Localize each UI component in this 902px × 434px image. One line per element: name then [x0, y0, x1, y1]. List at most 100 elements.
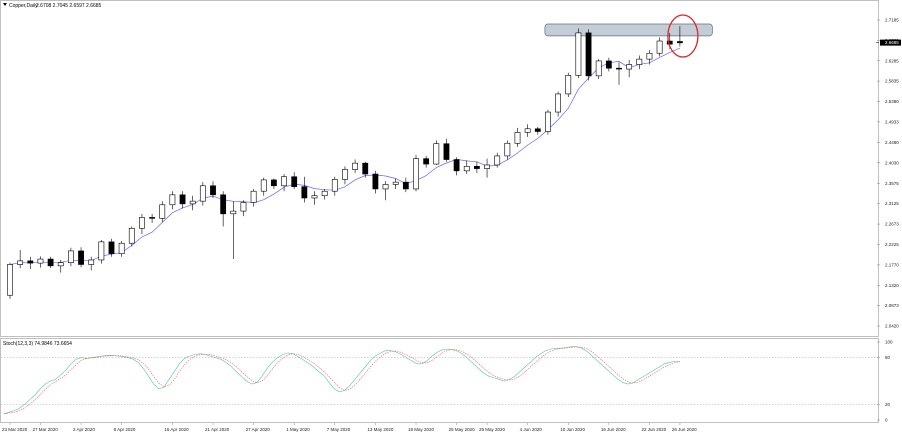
osc-tick-label: 80	[885, 355, 891, 360]
candle-body	[392, 181, 399, 185]
candle-body	[78, 250, 84, 265]
y-tick-label: 2.1320	[885, 283, 899, 288]
x-tick-label: 13 May 2020	[367, 427, 394, 432]
candle-body	[473, 166, 480, 169]
candle-body	[646, 52, 653, 60]
candle-body	[666, 40, 673, 45]
candle-body	[575, 32, 582, 76]
candle-body	[585, 32, 592, 77]
candle-body	[524, 128, 531, 133]
x-tick-label: 26 Jun 2020	[672, 427, 697, 432]
candle-body	[534, 128, 541, 132]
x-tick-label: 7 May 2020	[327, 427, 351, 432]
candle-body	[210, 185, 216, 196]
y-tick-label: 2.5380	[885, 99, 899, 104]
candle-body	[169, 194, 176, 206]
y-tick-label: 2.6285	[885, 58, 899, 63]
candle-body	[98, 241, 105, 261]
candle-body	[331, 179, 338, 192]
candle-body	[118, 242, 125, 254]
osc-tick-label: 100	[885, 340, 893, 345]
candle-body	[139, 217, 145, 229]
candle-body	[372, 173, 379, 190]
candle-body	[636, 58, 643, 65]
candle-body	[47, 258, 54, 267]
candle-body	[128, 227, 135, 244]
collapse-triangle-icon[interactable]	[3, 3, 7, 6]
osc-tick-label: 0	[885, 418, 888, 423]
candle-body	[453, 159, 460, 172]
candle-body	[423, 158, 430, 165]
candle-body	[27, 260, 34, 264]
candle-body	[433, 143, 440, 165]
x-tick-label: 27 Mar 2020	[32, 427, 58, 432]
candle-body	[616, 67, 622, 70]
price-tag-box	[880, 39, 901, 46]
candle-body	[240, 202, 247, 212]
x-tick-label: 4 Jun 2020	[520, 427, 543, 432]
y-tick-label: 2.0420	[885, 324, 899, 329]
stoch-main-line	[3, 346, 680, 415]
candle-body	[68, 250, 74, 263]
osc-tick-label: 20	[885, 402, 891, 407]
x-tick-label: 25 May 2020	[449, 427, 476, 432]
candle-body	[484, 164, 490, 169]
symbol-title: Copper,Daily	[9, 3, 38, 9]
highlight-circle	[667, 14, 699, 58]
x-tick-label: 21 Apr 2020	[205, 427, 230, 432]
candle-body	[149, 217, 155, 219]
candle-body	[88, 259, 95, 265]
y-tick-label: 2.4480	[885, 140, 899, 145]
candle-body	[443, 143, 450, 160]
candle-body	[159, 204, 166, 219]
candles-layer	[7, 26, 683, 299]
candle-body	[17, 260, 24, 265]
y-tick-label: 2.1770	[885, 263, 899, 268]
candle-body	[108, 241, 115, 254]
x-tick-label: 19 May 2020	[408, 427, 435, 432]
candle-body	[402, 181, 409, 190]
candle-body	[7, 264, 13, 296]
candle-body	[555, 93, 561, 113]
candle-body	[342, 169, 348, 180]
x-tick-label: 10 Jun 2020	[560, 427, 585, 432]
candle-body	[656, 40, 663, 54]
candle-body	[189, 200, 196, 205]
candle-body	[260, 179, 267, 192]
x-tick-label: 29 May 2020	[479, 427, 506, 432]
x-tick-label: 27 Apr 2020	[246, 427, 271, 432]
price-axis: 2.71852.67352.62852.58352.53802.49332.44…	[876, 18, 899, 329]
candle-body	[514, 132, 521, 144]
candle-body	[605, 60, 612, 69]
x-tick-label: 16 Jun 2020	[601, 427, 626, 432]
candle-body	[504, 142, 511, 157]
x-tick-label: 23 Mar 2020	[2, 427, 28, 432]
candle-body	[676, 41, 683, 44]
candle-body	[311, 195, 318, 199]
y-tick-label: 2.3125	[885, 201, 899, 206]
oscillator-header: Stoch(12,3,3) 74.9846 73.6654	[3, 341, 72, 347]
candle-body	[545, 111, 551, 132]
candle-body	[301, 186, 308, 199]
candle-body	[230, 210, 237, 215]
y-tick-label: 2.2225	[885, 242, 899, 247]
candle-body	[362, 162, 369, 175]
candle-body	[463, 166, 470, 172]
candle-body	[179, 194, 186, 205]
candle-body	[382, 184, 389, 190]
price-window-frame	[0, 0, 879, 337]
resistance-zone	[544, 23, 713, 37]
y-tick-label: 2.3575	[885, 181, 899, 186]
price-tag-label: 2.6685	[885, 40, 899, 45]
stochastic-layer: 100 80 20 0	[1, 340, 893, 423]
stoch-signal-line	[3, 346, 680, 415]
candle-body	[220, 194, 227, 215]
y-tick-label: 2.4933	[885, 119, 899, 124]
oscillator-window-frame	[0, 338, 879, 423]
candle-body	[199, 185, 206, 202]
y-tick-label: 2.4030	[885, 160, 899, 165]
candle-body	[565, 75, 572, 95]
y-tick-label: 2.0873	[885, 303, 899, 308]
candle-body	[595, 60, 602, 77]
